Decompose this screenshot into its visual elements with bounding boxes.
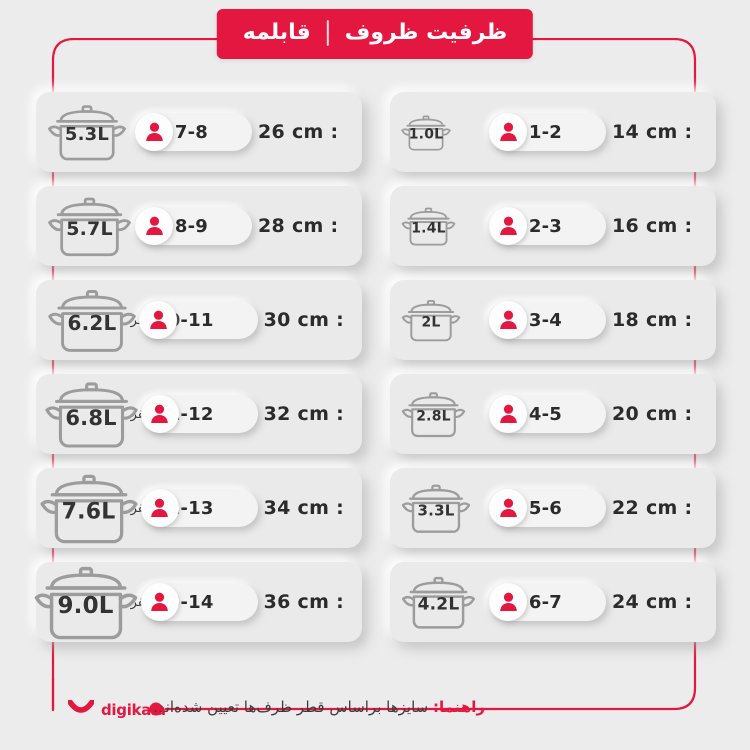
size-label: 16 cm :: [612, 215, 693, 237]
person-icon: [489, 207, 527, 245]
person-icon: [140, 395, 179, 433]
person-icon: [135, 113, 173, 151]
serving-pill[interactable]: 12-13 نفر: [131, 489, 258, 527]
capacity-row[interactable]: 32 cm :11-12 نفر 6.8L: [36, 374, 362, 454]
person-icon: [489, 489, 527, 527]
size-label: 24 cm :: [612, 591, 693, 613]
header-badge: ظرفیت ظروف قابلمه: [216, 9, 534, 59]
serving-pill[interactable]: 4-5نفر: [488, 395, 606, 433]
digikala-smile-icon: [67, 699, 95, 720]
capacity-row[interactable]: 24 cm : 6-7نفر 4.2L: [390, 562, 716, 642]
brand-logo[interactable]: digikala: [67, 699, 166, 720]
capacity-row[interactable]: 22 cm : 5-6نفر 3.3L: [390, 468, 716, 548]
capacity-row[interactable]: 26 cm : 7-8نفر5.3L: [36, 92, 362, 172]
size-label: 28 cm :: [258, 215, 339, 237]
size-label: 36 cm :: [263, 591, 344, 613]
pot-icon: 1.0L: [400, 112, 452, 153]
serving-count: 7-8: [174, 121, 208, 143]
pot-icon: 5.7L: [46, 192, 133, 260]
capacity-row[interactable]: 34 cm :12-13 نفر 7.6L: [36, 468, 362, 548]
capacity-row[interactable]: 36 cm :13-14 نفر 9.0L: [34, 562, 362, 642]
footer: راهنما: سایزها براساس قطر ظرف‌ها تعیین ش…: [0, 690, 750, 732]
serving-pill[interactable]: 8-9نفر: [134, 207, 252, 245]
serving-count: 8-9: [174, 215, 208, 237]
pot-icon: 5.3L: [46, 100, 128, 164]
person-icon: [140, 489, 179, 527]
person-icon: [489, 583, 527, 621]
serving-count: 4-5: [528, 403, 562, 425]
header-separator: [326, 20, 329, 46]
guide-note-text: سایزها براساس قطر ظرف‌ها تعیین شده‌اند.: [153, 698, 433, 716]
serving-pill[interactable]: 10-11نفر: [131, 301, 258, 339]
serving-count: 3-4: [528, 309, 562, 331]
size-label: 14 cm :: [612, 121, 693, 143]
pot-icon: 2L: [400, 296, 462, 344]
pot-icon: 6.8L: [43, 376, 140, 452]
serving-pill[interactable]: 5-6نفر: [488, 489, 606, 527]
person-icon: [489, 395, 527, 433]
brand-wordmark: digikala: [101, 701, 166, 719]
size-label: 18 cm :: [612, 309, 693, 331]
pot-icon: 6.2L: [46, 284, 138, 356]
serving-pill[interactable]: 6-7نفر: [488, 583, 606, 621]
person-icon: [135, 207, 173, 245]
size-label: 26 cm :: [258, 121, 339, 143]
guide-note: راهنما: سایزها براساس قطر ظرف‌ها تعیین ش…: [153, 698, 485, 716]
serving-count: 1-2: [528, 121, 562, 143]
header-title-left: قابلمه: [242, 20, 311, 45]
guide-note-label: راهنما:: [433, 698, 485, 716]
size-label: 34 cm :: [263, 497, 344, 519]
serving-pill[interactable]: 13-14 نفر: [131, 583, 258, 621]
serving-count: 6-7: [528, 591, 562, 613]
pot-icon: 3.3L: [400, 480, 472, 536]
pot-icon: 1.4L: [400, 204, 457, 248]
serving-count: 2-3: [528, 215, 562, 237]
capacity-row[interactable]: 28 cm : 8-9نفر5.7L: [36, 186, 362, 266]
person-icon: [489, 301, 527, 339]
pot-icon: 9.0L: [32, 560, 140, 644]
serving-pill[interactable]: 7-8نفر: [134, 113, 252, 151]
person-icon: [139, 301, 177, 339]
person-icon: [489, 113, 527, 151]
pot-icon: 7.6L: [38, 468, 140, 548]
capacity-row[interactable]: 30 cm :10-11نفر6.2L: [36, 280, 362, 360]
size-label: 30 cm :: [263, 309, 344, 331]
pot-icon: 2.8L: [400, 388, 467, 440]
serving-pill[interactable]: 11-12 نفر: [131, 395, 258, 433]
person-icon: [140, 583, 179, 621]
size-label: 32 cm :: [263, 403, 344, 425]
pot-icon: 4.2L: [400, 572, 477, 632]
capacity-row[interactable]: 20 cm : 4-5نفر 2.8L: [390, 374, 716, 454]
column-left: 26 cm : 7-8نفر5.3L 28 cm : 8-9نفر5.7L 30 cm …: [34, 92, 362, 642]
header-title-right: ظرفیت ظروف: [344, 20, 508, 45]
size-label: 22 cm :: [612, 497, 693, 519]
serving-count: 5-6: [528, 497, 562, 519]
size-label: 20 cm :: [612, 403, 693, 425]
